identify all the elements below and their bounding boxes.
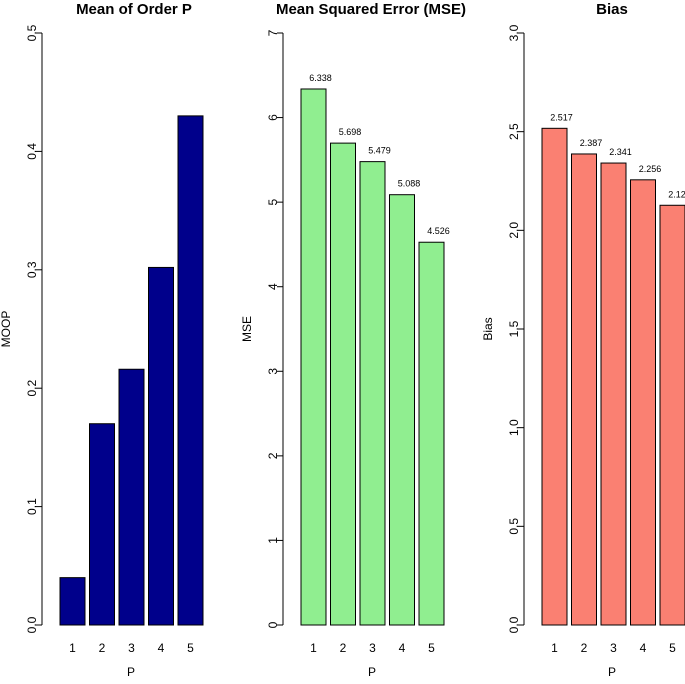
y-tick-label: 0.4: [25, 143, 39, 160]
y-tick-label: 3.0: [507, 24, 521, 41]
x-axis-label: P: [608, 665, 616, 679]
data-label: 5.479: [368, 146, 391, 156]
bar: [148, 266, 174, 626]
data-label: 2.341: [609, 147, 632, 157]
x-tick-label: 1: [69, 641, 76, 655]
bar: [177, 115, 204, 626]
data-label: 2.256: [639, 164, 662, 174]
chart-title: Bias: [596, 1, 628, 18]
y-tick-label: 0.0: [25, 616, 39, 633]
bar: [59, 577, 86, 626]
y-tick-label: 0.5: [507, 518, 521, 535]
data-label: 2.517: [550, 112, 573, 122]
y-tick-label: 6: [266, 114, 280, 121]
chart-title: Mean Squared Error (MSE): [276, 1, 466, 18]
x-tick-label: 2: [581, 641, 588, 655]
bar: [389, 194, 415, 626]
data-label: 4.526: [427, 226, 450, 236]
y-tick-label: 2: [266, 452, 280, 459]
bar: [571, 153, 597, 626]
y-tick-label: 4: [266, 283, 280, 290]
y-axis-label: Bias: [481, 317, 495, 340]
y-tick-label: 2.0: [507, 222, 521, 239]
bar: [630, 179, 656, 626]
y-tick-label: 0.1: [25, 498, 39, 515]
y-tick-label: 3: [266, 368, 280, 375]
x-tick-label: 3: [128, 641, 135, 655]
y-tick-label: 0.0: [507, 616, 521, 633]
bar: [89, 423, 115, 626]
y-tick-label: 1: [266, 537, 280, 544]
y-tick-label: 0.5: [25, 24, 39, 41]
y-tick-label: 0: [266, 621, 280, 628]
chart-title: Mean of Order P: [76, 1, 192, 18]
bar: [118, 368, 145, 626]
y-axis-label: MSE: [240, 316, 254, 342]
chart-panel-2: Mean Squared Error (MSE) 0 1 2 3 4 5 6 7 MSE 1 6.33…: [240, 1, 466, 679]
bar: [418, 241, 445, 626]
x-tick-label: 1: [551, 641, 558, 655]
x-axis-label: P: [127, 665, 135, 679]
x-tick-label: 3: [610, 641, 617, 655]
bar: [600, 162, 627, 626]
y-tick-label: 0.2: [25, 380, 39, 397]
y-tick-label: 0.3: [25, 261, 39, 278]
x-tick-label: 4: [158, 641, 165, 655]
x-tick-label: 1: [310, 641, 317, 655]
bar: [300, 88, 327, 626]
x-tick-label: 5: [428, 641, 435, 655]
x-tick-label: 4: [399, 641, 406, 655]
y-tick-label: 1.0: [507, 419, 521, 436]
x-tick-label: 5: [669, 641, 676, 655]
y-tick-label: 7: [266, 29, 280, 36]
bar: [659, 204, 685, 626]
x-tick-label: 3: [369, 641, 376, 655]
bar: [541, 127, 568, 626]
data-label: 6.338: [309, 73, 332, 83]
bar: [359, 161, 386, 626]
x-tick-label: 2: [99, 641, 106, 655]
y-tick-label: 5: [266, 198, 280, 205]
x-tick-label: 5: [187, 641, 194, 655]
x-tick-label: 2: [340, 641, 347, 655]
chart-panel-1: Mean of Order P 0.0 0.1 0.2 0.3 0.4 0.5 MOOP 1 2 3…: [0, 1, 204, 679]
x-axis-label: P: [368, 665, 376, 679]
data-label: 5.698: [339, 127, 362, 137]
x-tick-label: 4: [640, 641, 647, 655]
chart-panel-3: Bias 0.0 0.5 1.0 1.5 2.0 2.5 3.0 Bias 1 2.517 2 2.38…: [481, 1, 685, 679]
y-tick-label: 2.5: [507, 123, 521, 140]
y-axis-label: MOOP: [0, 311, 13, 348]
data-label: 2.387: [580, 138, 603, 148]
y-tick-label: 1.5: [507, 320, 521, 337]
data-label: 2.127: [668, 189, 685, 199]
data-label: 5.088: [398, 179, 421, 189]
bar: [330, 142, 356, 626]
